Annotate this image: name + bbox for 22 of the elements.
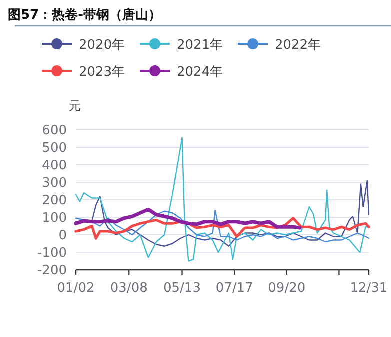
- legend-label: 2020年: [79, 38, 126, 53]
- x-tick-label: 05/13: [164, 281, 201, 296]
- x-tick-label: 07/17: [216, 281, 254, 296]
- legend-label: 2023年: [79, 65, 126, 80]
- y-tick-label: 0: [58, 228, 67, 244]
- chart-title: 图57：热卷-带钢（唐山）: [8, 7, 162, 23]
- y-tick-label: 100: [42, 211, 67, 226]
- legend-label: 2021年: [177, 38, 224, 53]
- y-tick-label: 500: [42, 141, 67, 156]
- y-tick-label: 400: [42, 158, 67, 174]
- legend-label: 2022年: [275, 38, 322, 53]
- y-tick-label: 200: [42, 194, 67, 208]
- y-tick-label: 300: [42, 176, 67, 191]
- y-tick-label: -200: [37, 264, 67, 278]
- x-tick-label: 03/08: [110, 281, 148, 296]
- y-tick-label: 600: [42, 124, 67, 138]
- x-tick-label: 09/20: [268, 281, 306, 296]
- y-tick-label: -100: [37, 246, 67, 261]
- y-axis-title: 元: [69, 99, 81, 113]
- x-tick-label: 01/02: [57, 281, 95, 296]
- x-tick-label: 12/31: [350, 281, 388, 296]
- legend-label: 2024年: [177, 65, 224, 80]
